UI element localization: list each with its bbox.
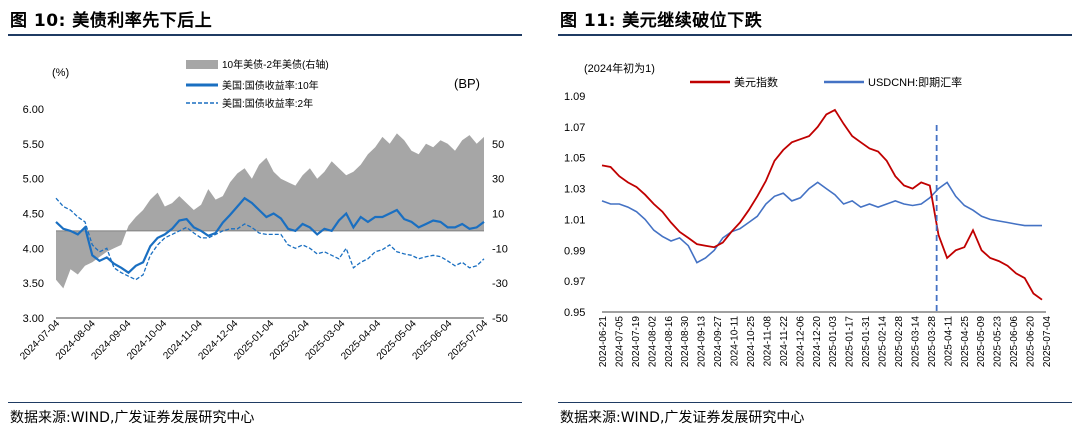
x-tick-label: 2024-10-11 <box>730 316 741 367</box>
y-tick-label: 6.00 <box>23 104 44 116</box>
x-tick-label: 2024-09-27 <box>713 316 724 368</box>
yield-10y-line <box>55 196 485 275</box>
y-tick-label: 1.03 <box>564 184 585 196</box>
x-tick-label: 2025-04-11 <box>943 316 954 367</box>
legend-label-2y: 美国:国债收益率:2年 <box>222 97 313 110</box>
x-tick-label: 2024-07-19 <box>631 316 642 368</box>
x-tick-label: 2024-11-08 <box>762 316 773 367</box>
left-chart-panel: 图 10: 美债利率先下后上 (%) (BP) 6.00 5.50 5.00 4.50 4.… <box>8 0 528 430</box>
dollar-index-chart: (2024年初为1) 1.09 1.07 1.05 1.03 1.01 0.99 0.97 0.… <box>564 61 1053 368</box>
spread-area <box>56 133 484 289</box>
x-tick-label: 2025-07-04 <box>1042 316 1053 368</box>
y-tick-label: 3.00 <box>23 313 44 325</box>
x-tick-label: 2025-01-03 <box>828 316 839 368</box>
treasury-yield-chart: (%) (BP) 6.00 5.50 5.00 4.50 4.00 3.50 3.00 50 30 1… <box>18 58 508 362</box>
right-source-note: 数据来源:WIND,广发证券发展研究中心 <box>560 410 805 426</box>
x-tick-label: 2024-11-22 <box>779 316 790 367</box>
y-tick-label: 5.00 <box>23 174 44 186</box>
y-tick-label: 0.97 <box>564 276 585 288</box>
y-tick-label: 1.09 <box>564 91 585 103</box>
x-tick-label: 2024-12-06 <box>795 316 806 368</box>
x-tick-label: 2025-03-14 <box>910 316 921 368</box>
x-tick-label: 2024-08-30 <box>680 316 691 368</box>
legend-swatch-spread <box>186 60 218 69</box>
x-tick-label: 2024-09-13 <box>697 316 708 368</box>
x-tick-label: 2025-04-25 <box>960 316 971 368</box>
x-tick-label: 2024-08-02 <box>647 316 658 368</box>
left-figure-title: 图 10: 美债利率先下后上 <box>10 11 213 31</box>
y-tick-label: 0.99 <box>564 245 585 257</box>
right-axis-unit: (BP) <box>454 76 480 91</box>
left-source-rule <box>8 402 522 403</box>
x-tick-label: 2025-02-28 <box>894 316 905 368</box>
x-tick-label: 2024-06-21 <box>598 316 609 368</box>
legend-label-10y: 美国:国债收益率:10年 <box>222 79 319 92</box>
yield-2y-line <box>55 197 485 281</box>
x-tick-label: 2025-01-17 <box>845 316 856 368</box>
left-axis-unit: (%) <box>52 67 69 79</box>
x-tick-label: 2025-02-14 <box>878 316 889 368</box>
y2-tick-label: -30 <box>492 278 508 290</box>
y-tick-label: 1.05 <box>564 153 585 165</box>
left-axis-unit: (2024年初为1) <box>584 61 655 75</box>
right-figure-title: 图 11: 美元继续破位下跌 <box>560 11 763 31</box>
right-title-rule <box>558 34 1072 36</box>
legend-label-spread: 10年美债-2年美债(右轴) <box>222 58 329 71</box>
x-tick-label: 2025-05-09 <box>976 316 987 368</box>
y-tick-label: 1.07 <box>564 122 585 134</box>
y-tick-label: 3.50 <box>23 278 44 290</box>
x-tick-label: 2024-10-25 <box>746 316 757 368</box>
legend-label-usdcnh: USDCNH:即期汇率 <box>868 75 962 89</box>
y2-tick-label: 50 <box>492 139 504 151</box>
y-tick-label: 1.01 <box>564 214 585 226</box>
y-tick-label: 4.50 <box>23 209 44 221</box>
legend-label-dollar: 美元指数 <box>734 75 778 89</box>
y-tick-label: 5.50 <box>23 139 44 151</box>
right-chart-panel: 图 11: 美元继续破位下跌 (2024年初为1) 1.09 1.07 1.05 1.0… <box>558 0 1078 430</box>
y2-tick-label: -10 <box>492 243 508 255</box>
left-source-note: 数据来源:WIND,广发证券发展研究中心 <box>10 410 255 426</box>
dollar-index-line <box>601 108 1043 301</box>
left-title-rule <box>8 34 522 36</box>
x-tick-label: 2025-01-31 <box>861 316 872 368</box>
x-tick-label: 2024-08-16 <box>664 316 675 368</box>
usdcnh-line <box>601 181 1042 264</box>
y2-tick-label: 10 <box>492 209 504 221</box>
y2-tick-label: 30 <box>492 174 504 186</box>
x-tick-label: 2025-06-06 <box>1009 316 1020 368</box>
x-tick-label: 2025-06-20 <box>1026 316 1037 368</box>
x-tick-label: 2025-03-28 <box>927 316 938 368</box>
right-source-rule <box>558 402 1072 403</box>
y-tick-label: 4.00 <box>23 243 44 255</box>
y-tick-label: 0.95 <box>564 307 585 319</box>
x-tick-label: 2024-07-05 <box>614 316 625 368</box>
x-tick-label: 2024-12-20 <box>812 316 823 368</box>
y2-tick-label: -50 <box>492 313 508 325</box>
x-tick-label: 2025-05-23 <box>993 316 1004 368</box>
